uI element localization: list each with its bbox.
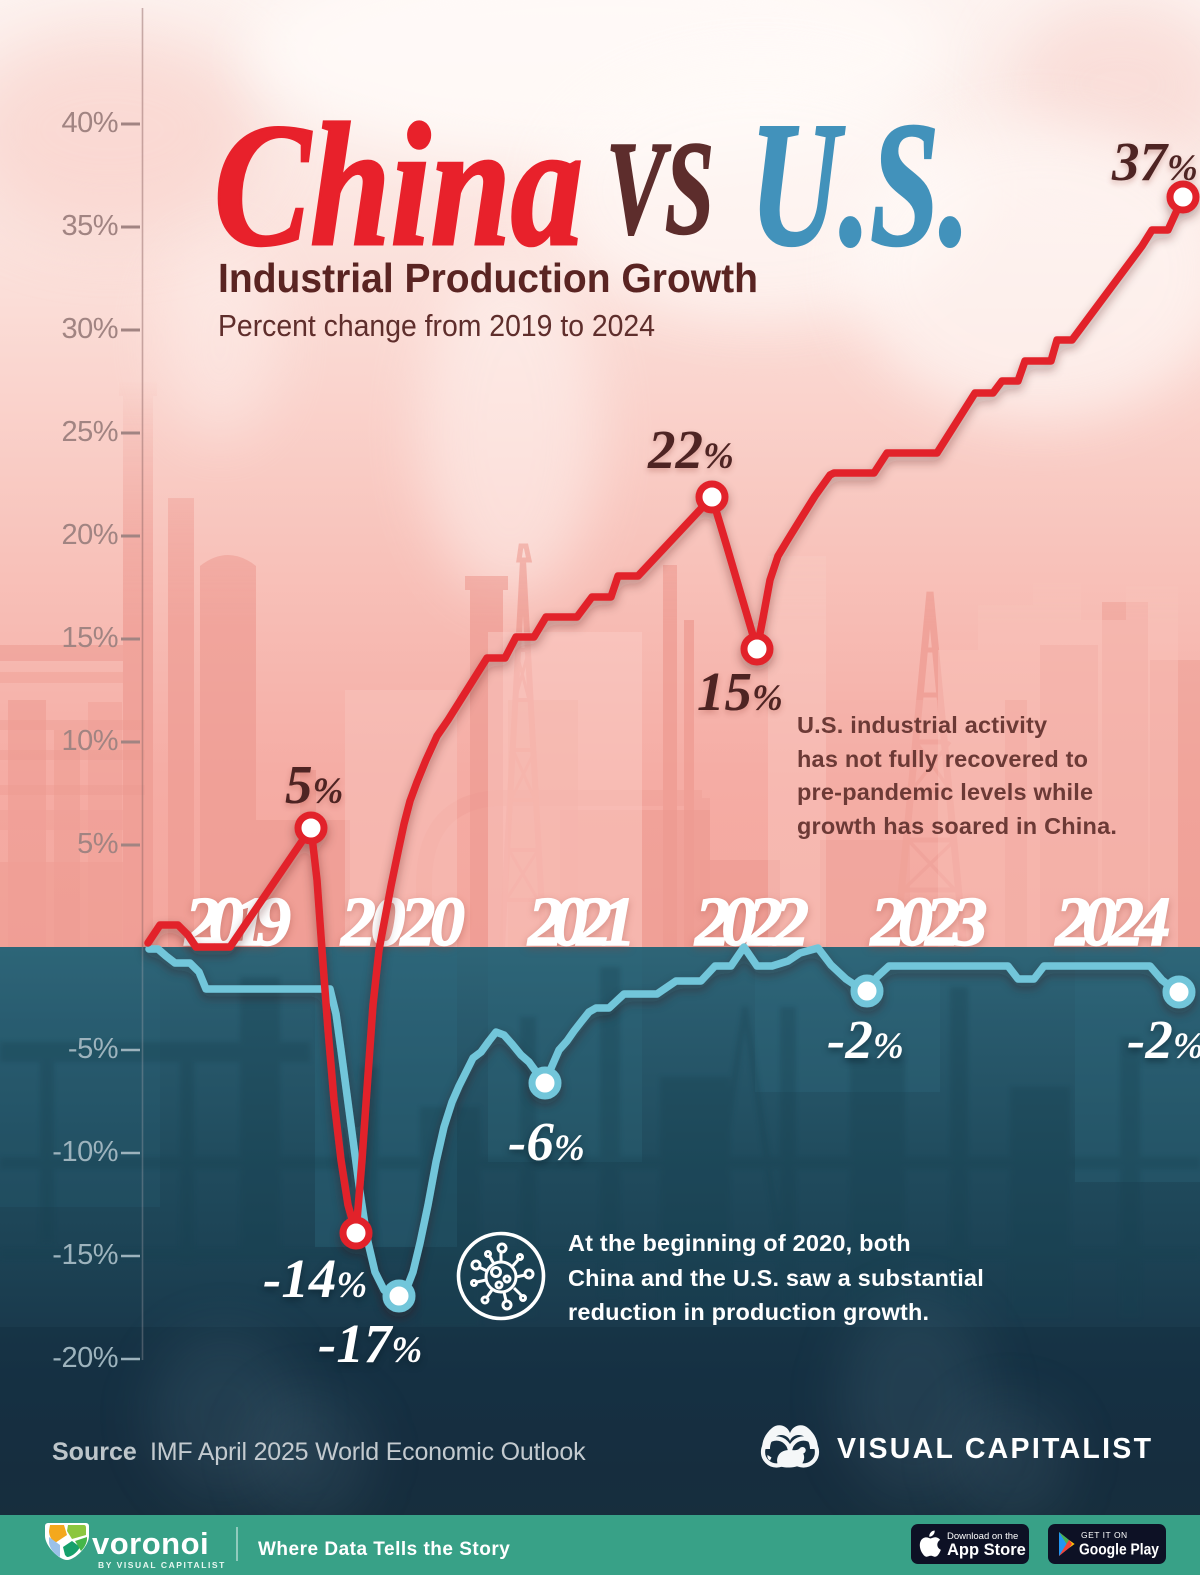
svg-text:Google Play: Google Play xyxy=(1079,1542,1159,1559)
svg-text:China: China xyxy=(214,88,583,283)
svg-text:App Store: App Store xyxy=(947,1541,1026,1559)
svg-text:2021: 2021 xyxy=(527,884,636,960)
svg-text:GET IT ON: GET IT ON xyxy=(1081,1530,1128,1540)
svg-text:Download on the: Download on the xyxy=(947,1531,1018,1542)
svg-text:Percent change from 2019 to 20: Percent change from 2019 to 2024 xyxy=(218,308,655,343)
svg-text:2020: 2020 xyxy=(340,884,465,960)
svg-text:Industrial Production Growth: Industrial Production Growth xyxy=(218,255,758,301)
svg-text:2024: 2024 xyxy=(1055,884,1171,960)
svg-text:2022: 2022 xyxy=(694,884,809,960)
svg-text:2023: 2023 xyxy=(870,884,988,960)
svg-text:VISUAL CAPITALIST: VISUAL CAPITALIST xyxy=(837,1433,1155,1465)
svg-text:VS: VS xyxy=(606,114,714,262)
svg-text:U.S.: U.S. xyxy=(750,85,970,283)
